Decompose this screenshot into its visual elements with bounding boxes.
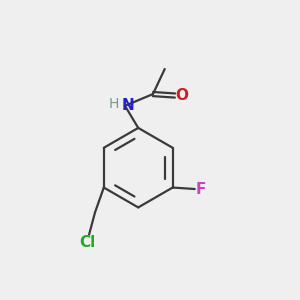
Text: H: H: [109, 97, 119, 111]
Text: N: N: [122, 98, 134, 113]
Text: F: F: [196, 182, 206, 196]
Text: Cl: Cl: [80, 236, 96, 250]
Text: O: O: [175, 88, 188, 103]
